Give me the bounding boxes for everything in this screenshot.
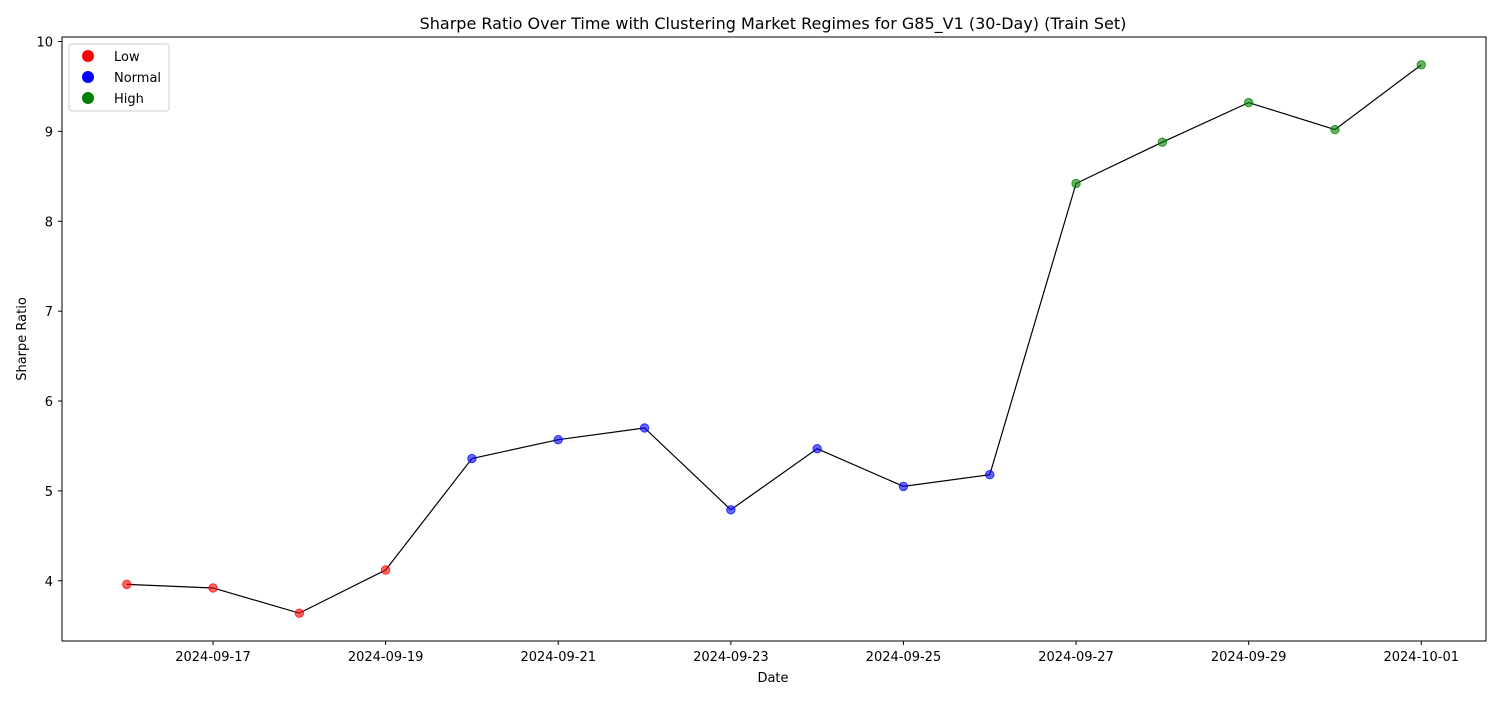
data-point-normal xyxy=(726,505,736,515)
y-tick-label: 6 xyxy=(45,395,53,410)
legend-marker-high xyxy=(82,92,94,104)
data-point-normal xyxy=(985,470,995,480)
legend-box xyxy=(68,43,170,112)
y-tick-label: 4 xyxy=(45,575,53,590)
x-tick-label: 2024-09-23 xyxy=(693,650,769,665)
y-tick-label: 10 xyxy=(36,35,53,50)
y-tick-label: 9 xyxy=(45,125,53,140)
data-point-low xyxy=(380,565,391,575)
data-point-low xyxy=(208,583,218,593)
data-point-normal xyxy=(898,481,909,492)
legend-marker-low xyxy=(82,50,94,62)
y-axis-ticks: 4 5 6 7 8 9 10 xyxy=(36,35,62,590)
data-point-high xyxy=(1416,60,1426,70)
legend-items: Low Normal High xyxy=(82,50,161,107)
legend-label-normal: Normal xyxy=(114,71,161,86)
y-axis-label: Sharpe Ratio xyxy=(15,297,30,381)
legend-label-low: Low xyxy=(114,50,140,65)
x-tick-label: 2024-09-25 xyxy=(866,650,942,665)
plot-area xyxy=(61,36,1487,642)
data-point-normal xyxy=(467,453,477,464)
y-tick-label: 5 xyxy=(45,485,53,500)
x-tick-label: 2024-10-01 xyxy=(1383,650,1459,665)
x-axis-label: Date xyxy=(757,671,788,686)
legend-marker-normal xyxy=(82,71,94,83)
x-axis-ticks: 2024-09-17 2024-09-19 2024-09-21 2024-09-23… xyxy=(175,641,1459,665)
data-point-low xyxy=(294,608,305,618)
data-point-normal xyxy=(639,423,650,433)
legend-label-high: High xyxy=(114,92,144,107)
chart-title: Sharpe Ratio Over Time with Clustering M… xyxy=(420,14,1127,34)
x-tick-label: 2024-09-27 xyxy=(1038,650,1114,665)
point-layer xyxy=(122,60,1426,618)
x-tick-label: 2024-09-19 xyxy=(348,650,424,665)
line-layer xyxy=(126,64,1422,614)
x-tick-label: 2024-09-21 xyxy=(520,650,596,665)
data-point-high xyxy=(1157,137,1168,147)
data-point-low xyxy=(122,579,132,590)
x-tick-label: 2024-09-17 xyxy=(175,650,251,665)
data-point-normal xyxy=(812,443,822,454)
legend: Low Normal High xyxy=(68,43,170,112)
data-point-high xyxy=(1330,124,1340,135)
series-line xyxy=(126,64,1422,614)
y-tick-label: 7 xyxy=(45,305,53,320)
data-point-high xyxy=(1243,97,1254,108)
x-tick-label: 2024-09-29 xyxy=(1211,650,1287,665)
y-tick-label: 8 xyxy=(45,215,53,230)
data-point-high xyxy=(1071,178,1081,189)
data-point-normal xyxy=(553,434,563,445)
